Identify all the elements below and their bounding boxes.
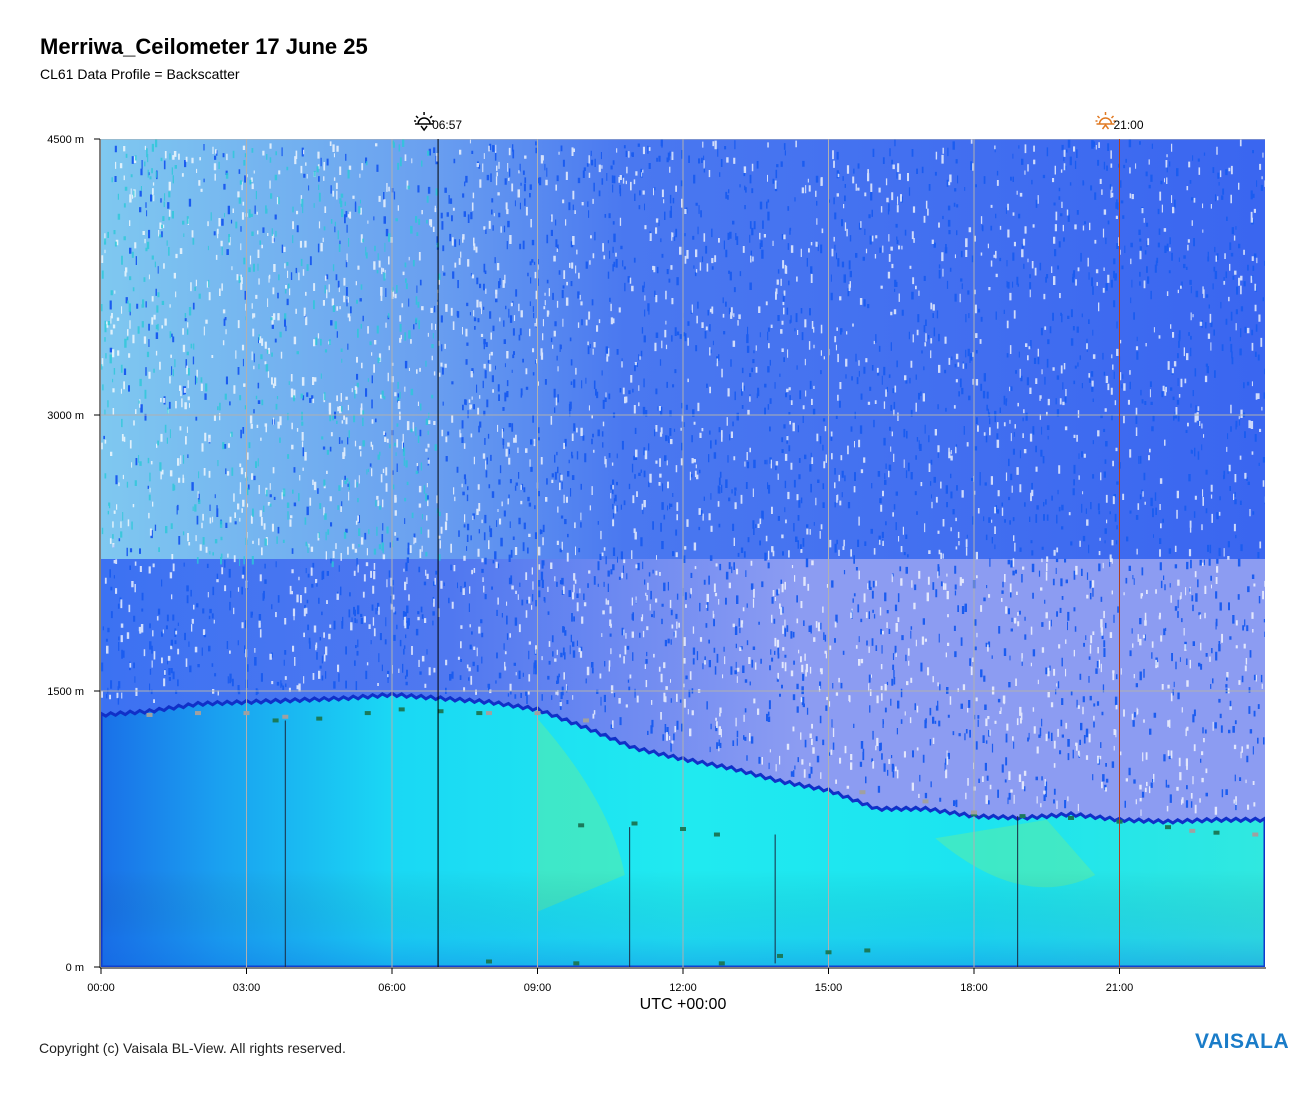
cloud-layer-point [922,799,929,804]
cloud-layer-point [777,953,783,958]
y-tick-label: 0 m [66,962,84,974]
sun-marker-lines [437,139,1120,967]
x-tick-label: 15:00 [815,982,843,994]
cloud-layer-point [486,959,492,964]
x-tick-label: 00:00 [87,982,115,994]
cloud-layer-point [316,716,323,721]
x-tick-label: 09:00 [524,982,552,994]
chart-subtitle: CL61 Data Profile = Backscatter [40,66,240,82]
cloud-layer-point [825,950,832,955]
y-tick-label: 3000 m [47,410,84,422]
x-tick-label: 12:00 [669,982,697,994]
cloud-layer-point [1165,825,1171,830]
plot-area [101,139,1265,967]
cloud-layer-point [583,718,589,723]
copyright-text: Copyright (c) Vaisala BL-View. All right… [39,1040,346,1056]
vaisala-logo: VAISALA [1195,1030,1290,1053]
y-axis-ticks: 0 m 1500 m 3000 m 4500 m [47,134,100,974]
cloud-layer-point [534,711,541,716]
sunset-icon [1095,112,1116,130]
cloud-layer-point [272,718,279,723]
x-tick-label: 21:00 [1106,982,1134,994]
sunrise-time-label: 06:57 [432,118,462,132]
cloud-layer-point [282,714,289,719]
cloud-layer-point [364,711,371,716]
cloud-layer-point [243,711,250,716]
cloud-layer-lines [146,707,1259,966]
x-axis-ticks: 00:00 03:00 06:00 09:00 12:00 15:00 18:00 21:00 [87,968,1133,994]
cloud-layer-point [713,832,720,837]
cloud-layer-point [1068,815,1074,820]
x-axis-title: UTC +00:00 [640,996,727,1013]
cloud-layer-point [864,948,871,953]
cloud-layer-point [1189,828,1196,833]
cloud-layer-point [680,827,686,831]
cloud-layer-point [476,711,483,716]
cloud-layer-point [486,711,492,716]
y-tick-label: 4500 m [47,134,84,146]
cloud-layer-point [718,961,725,966]
sunset-time-label: 21:00 [1114,118,1144,132]
x-tick-label: 03:00 [233,982,261,994]
chart-title: Merriwa_Ceilometer 17 June 25 [40,34,368,59]
y-tick-label: 1500 m [47,686,84,698]
sunrise-icon [414,112,435,132]
cloud-layer-point [631,821,638,826]
cloud-layer-point [1213,830,1220,835]
x-tick-label: 06:00 [378,982,406,994]
cloud-layer-point [1252,832,1259,837]
cloud-layer-point [971,810,977,815]
cloud-layer-point [573,961,580,966]
cloud-layer-point [195,711,201,716]
x-tick-label: 18:00 [960,982,988,994]
cloud-layer-point [398,707,405,712]
cloud-layer-point [859,790,866,795]
sun-markers: 06:57 21:00 [414,112,1144,132]
cloud-layer-point [437,709,444,714]
cloud-layer-point [146,712,153,717]
cloud-layer-point [578,823,585,828]
cloud-layer-point [1019,814,1026,819]
